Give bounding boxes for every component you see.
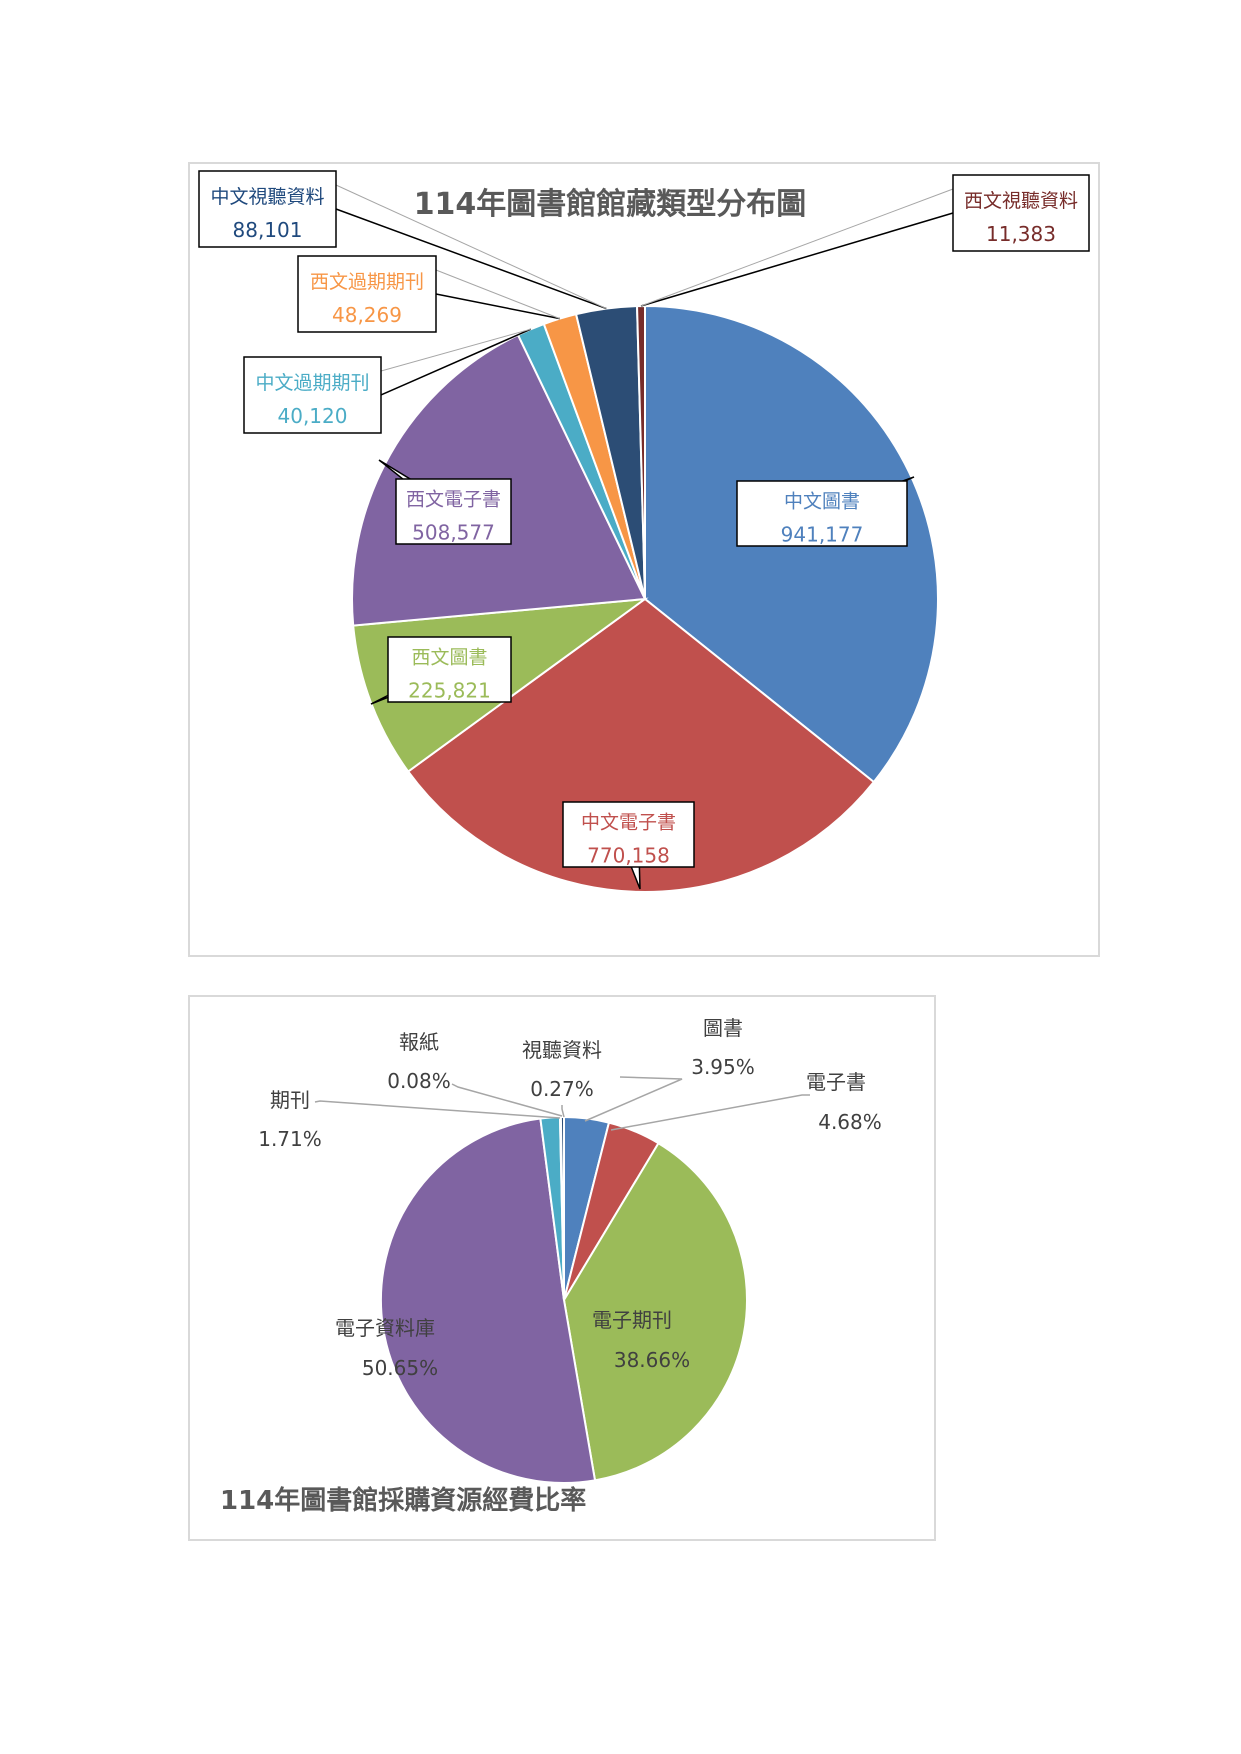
value-label-1: 4.68% xyxy=(818,1110,882,1134)
callout-box-3 xyxy=(395,478,512,545)
category-label-0: 中文圖書 xyxy=(784,491,860,513)
acquisition-budget-chart: 圖書 3.95% 電子書 4.68% 電子期刊 38.66% 電子資料庫 50.65% 期刊 1.… xyxy=(188,995,936,1541)
category-label-2: 西文圖書 xyxy=(411,647,487,669)
value-label-6: 88,101 xyxy=(233,218,303,242)
callout-box-4 xyxy=(243,356,382,434)
leader-line-6 xyxy=(561,1105,565,1118)
value-label-0: 3.95% xyxy=(691,1055,755,1079)
leader-line-6 xyxy=(335,208,607,310)
value-label-4: 40,120 xyxy=(278,404,348,428)
category-label-5: 西文過期期刊 xyxy=(310,271,424,293)
pie-slice-1 xyxy=(406,597,876,893)
value-label-7: 11,383 xyxy=(986,222,1056,246)
leader-line-7 xyxy=(640,212,954,307)
category-label-0: 圖書 xyxy=(703,1016,743,1040)
leader-line-5 xyxy=(451,1083,563,1117)
leader-shadow-4 xyxy=(380,328,531,372)
callout-box-6 xyxy=(198,170,337,248)
leader-shadow-5 xyxy=(435,269,561,320)
value-label-0: 941,177 xyxy=(781,523,864,547)
value-label-1: 770,158 xyxy=(587,844,670,868)
acquisition-budget-pie-svg: 圖書 3.95% 電子書 4.68% 電子期刊 38.66% 電子資料庫 50.65% 期刊 1.… xyxy=(220,1016,882,1516)
category-label-4: 期刊 xyxy=(270,1088,310,1112)
collection-type-chart: 114年圖書館館藏類型分布圖中文圖書 941,177 中文電子書 770,158 西文圖… xyxy=(188,162,1100,957)
category-label-1: 中文電子書 xyxy=(581,812,676,834)
category-label-1: 電子書 xyxy=(806,1070,866,1094)
category-label-2: 電子期刊 xyxy=(592,1308,672,1332)
leader-shadow-7 xyxy=(640,188,954,307)
category-label-3: 西文電子書 xyxy=(406,489,501,511)
value-label-2: 38.66% xyxy=(614,1348,690,1372)
leader-shadow-6 xyxy=(335,184,607,310)
leader-line-0 xyxy=(584,1076,683,1122)
value-label-4: 1.71% xyxy=(258,1127,322,1151)
leader-line-1 xyxy=(610,1094,810,1131)
category-label-6: 中文視聽資料 xyxy=(210,186,324,208)
leader-line-4 xyxy=(380,328,532,396)
category-label-5: 報紙 xyxy=(399,1030,439,1054)
value-label-3: 50.65% xyxy=(362,1356,438,1380)
value-label-5: 0.08% xyxy=(387,1069,451,1093)
callout-box-7 xyxy=(952,174,1090,252)
category-label-7: 西文視聽資料 xyxy=(964,190,1078,212)
value-label-6: 0.27% xyxy=(530,1077,594,1101)
value-label-3: 508,577 xyxy=(412,521,495,545)
value-label-5: 48,269 xyxy=(332,303,402,327)
callout-box-0 xyxy=(736,480,908,547)
callout-box-5 xyxy=(297,255,437,333)
category-label-6: 視聽資料 xyxy=(522,1038,602,1062)
pie-slice-7 xyxy=(636,304,646,600)
chart-title: 114年圖書館採購資源經費比率 xyxy=(220,1485,586,1516)
value-label-2: 225,821 xyxy=(408,679,491,703)
pie-slice-2 xyxy=(562,1141,748,1482)
callout-box-2 xyxy=(387,636,512,703)
pie-slice-3 xyxy=(380,1117,597,1484)
category-label-4: 中文過期期刊 xyxy=(255,372,369,394)
chart-title: 114年圖書館館藏類型分布圖 xyxy=(414,187,807,222)
category-label-3: 電子資料庫 xyxy=(335,1316,435,1340)
leader-line-4 xyxy=(314,1100,561,1119)
leader-line-5 xyxy=(435,293,560,320)
callout-box-1 xyxy=(562,801,695,868)
